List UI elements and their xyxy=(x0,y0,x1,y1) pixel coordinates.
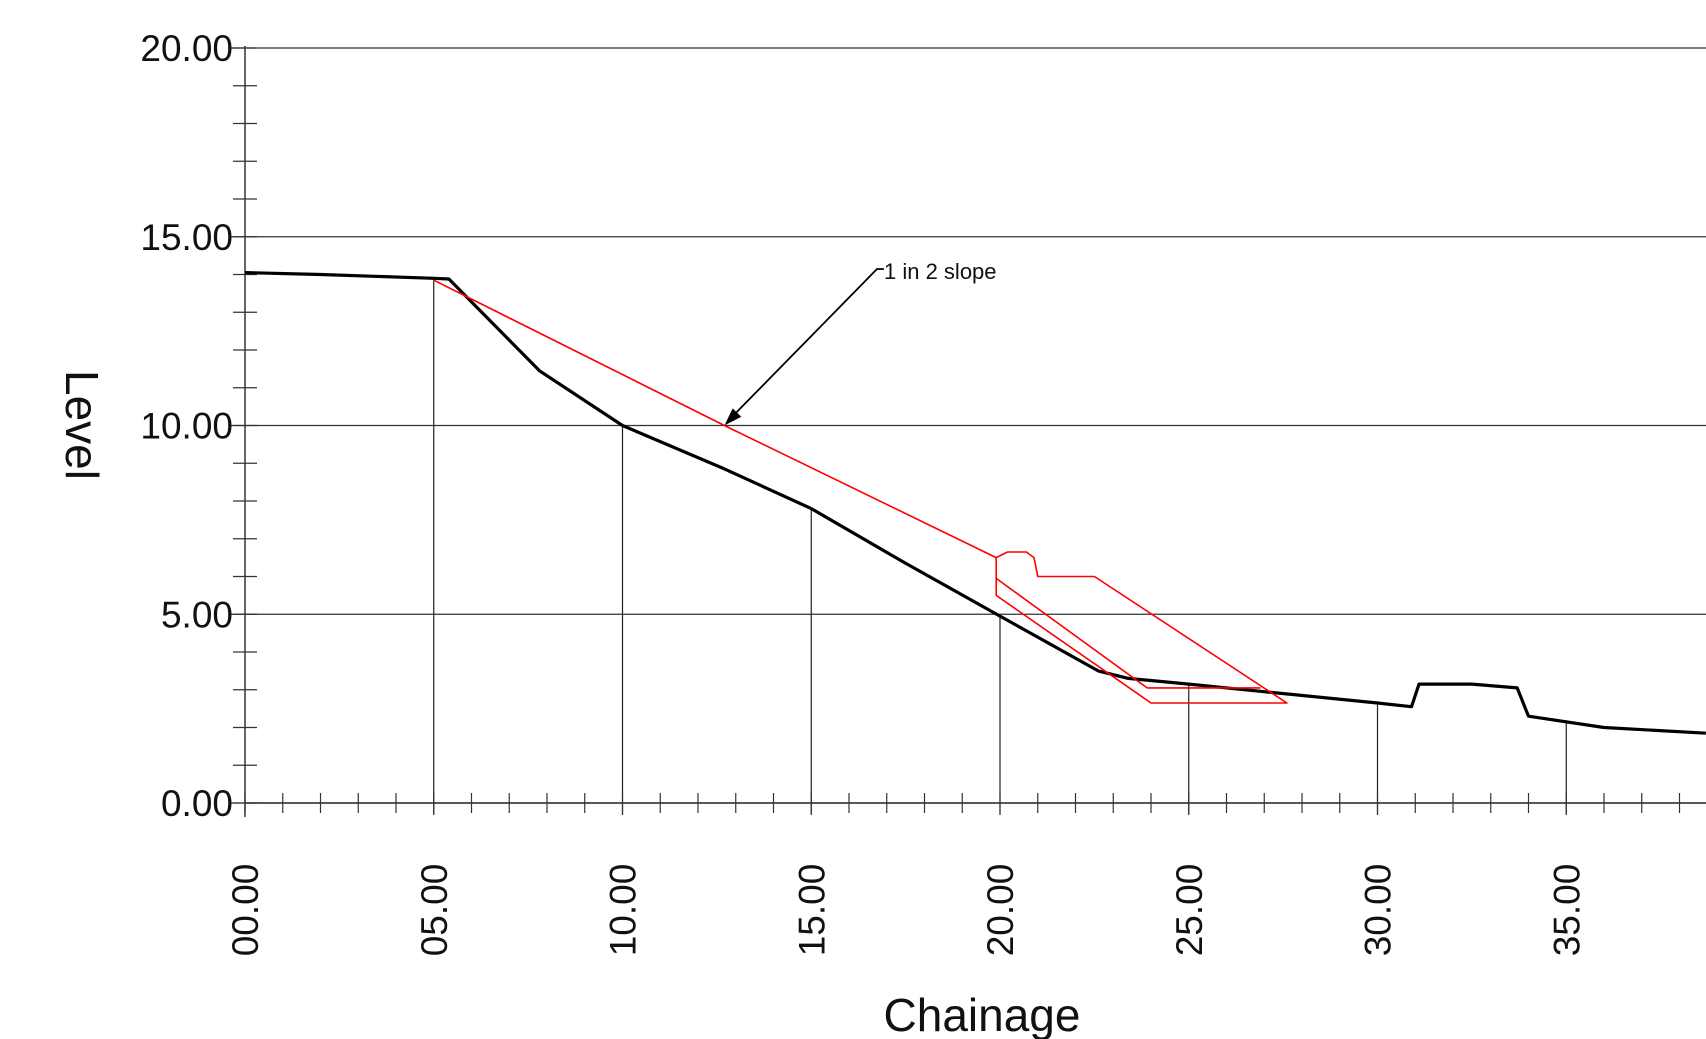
y-tick-label: 20.00 xyxy=(140,28,233,69)
x-tick-label: 15.00 xyxy=(791,864,832,957)
x-tick-label: 10.00 xyxy=(603,864,644,957)
series-layer xyxy=(244,271,1706,735)
series-line xyxy=(995,577,1261,689)
y-axis-title: Level xyxy=(56,370,108,480)
annotation-label: 1 in 2 slope xyxy=(884,259,997,284)
x-axis-title: Chainage xyxy=(884,989,1081,1039)
axes xyxy=(233,46,1706,817)
x-tick-label: 20.00 xyxy=(980,864,1021,957)
annotation-arrowhead xyxy=(724,408,742,426)
x-tick-label: 05.00 xyxy=(414,864,455,957)
y-tick-label: 15.00 xyxy=(140,217,233,258)
series-line xyxy=(244,271,1706,735)
y-tick-label: 5.00 xyxy=(161,594,233,635)
x-tick-label: 25.00 xyxy=(1169,864,1210,957)
series-line xyxy=(433,279,1288,704)
grid-lines xyxy=(231,47,1706,804)
x-tick-label: 30.00 xyxy=(1358,864,1399,957)
annotation: 1 in 2 slope xyxy=(724,259,997,426)
chainage-drop-lines xyxy=(433,278,1567,815)
annotation-leader-line xyxy=(729,268,884,420)
tick-labels: 0.00 5.00 10.00 15.00 20.00 00.00 05.00 10.00 15… xyxy=(140,28,1587,956)
y-tick-label: 10.00 xyxy=(140,406,233,447)
x-tick-label: 35.00 xyxy=(1546,864,1587,957)
x-tick-label: 00.00 xyxy=(225,864,266,957)
y-tick-label: 0.00 xyxy=(161,783,233,824)
